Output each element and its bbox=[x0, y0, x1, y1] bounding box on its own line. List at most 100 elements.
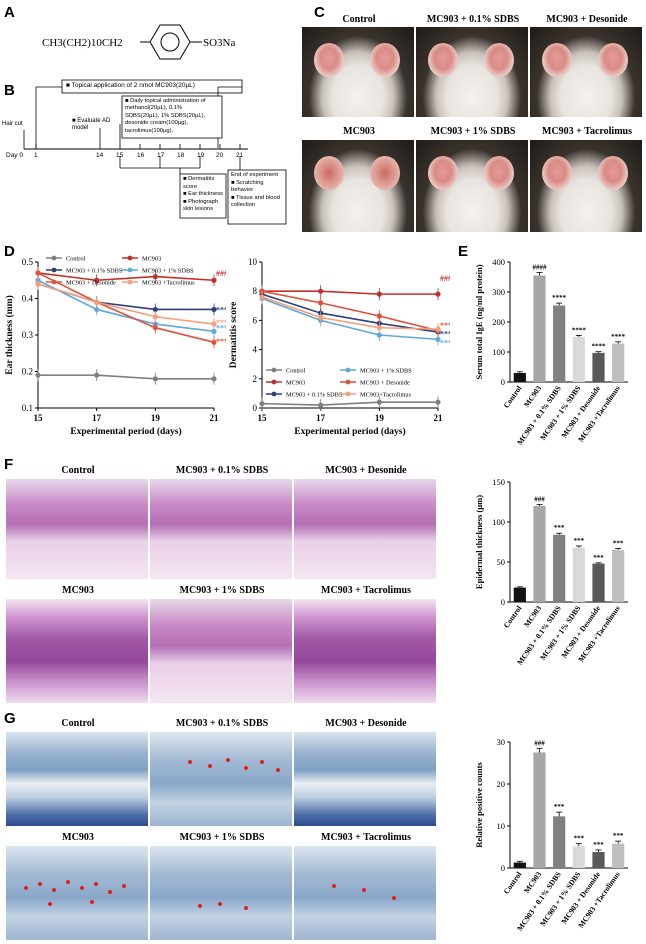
he-micrograph bbox=[294, 479, 436, 579]
data-point bbox=[318, 288, 324, 294]
data-point bbox=[318, 314, 324, 321]
evaluate-label: ■ Evaluate AD model bbox=[72, 118, 111, 131]
y-axis-label: Serum total IgE (ng/ml protein) bbox=[474, 264, 484, 379]
histology-title: Control bbox=[61, 718, 95, 729]
histology-title: MC903 + 0.1% SDBS bbox=[175, 718, 269, 729]
data-point bbox=[152, 325, 158, 331]
mouse-photo bbox=[302, 27, 414, 117]
legend-marker bbox=[51, 267, 57, 273]
y-tick-label: 0.5 bbox=[22, 257, 34, 267]
y-tick-label: 30 bbox=[497, 737, 506, 747]
x-tick-label: 21 bbox=[434, 413, 444, 423]
legend-label: MC903 + Desonide bbox=[360, 380, 410, 387]
legend-label: MC903 bbox=[142, 256, 161, 263]
y-tick-label: 100 bbox=[492, 517, 505, 527]
histology-title: MC903 + Tacrolimus bbox=[321, 585, 411, 596]
data-point bbox=[435, 326, 441, 332]
data-point bbox=[152, 274, 158, 280]
data-point bbox=[259, 401, 265, 407]
sulfonate-group: SO3Na bbox=[203, 37, 236, 49]
mouse-photo bbox=[302, 140, 414, 232]
data-point bbox=[376, 325, 382, 331]
panel-label-d: D bbox=[4, 243, 15, 260]
significance-mark: *** bbox=[554, 803, 565, 811]
significance-mark: *** bbox=[216, 318, 226, 327]
serum-ige-chart: 0 100 200 300 400 Serum total IgE (ng/ml prot… bbox=[474, 257, 628, 447]
significance-mark: **** bbox=[572, 327, 587, 335]
data-point bbox=[376, 291, 382, 297]
timeline-day-labels: Day 0 1 14 15 16 17 18 19 20 21 bbox=[6, 152, 244, 159]
y-tick-label: 0.4 bbox=[22, 294, 34, 304]
data-point bbox=[211, 339, 217, 345]
tb-micrograph bbox=[294, 732, 436, 826]
significance-mark: *** bbox=[613, 832, 624, 840]
measures-text: ■ Dermatitis score ■ Ear thickness ■ Pho… bbox=[183, 176, 223, 212]
experiment-timeline: ■ Topical application of 2 nmol MC903(20… bbox=[0, 78, 312, 228]
mouse-photo bbox=[530, 140, 642, 232]
data-point bbox=[211, 321, 217, 327]
he-micrograph bbox=[6, 479, 148, 579]
significance-mark: *** bbox=[440, 338, 450, 347]
series-line bbox=[38, 374, 214, 380]
significance-mark: **** bbox=[611, 333, 626, 341]
histology-title: MC903 + 1% SDBS bbox=[179, 585, 265, 596]
legend-label: MC903 +Tacrolimus bbox=[142, 280, 195, 287]
y-tick-label: 10 bbox=[497, 821, 506, 831]
significance-mark: *** bbox=[593, 841, 604, 849]
data-point bbox=[435, 291, 441, 297]
x-tick-label: 17 bbox=[92, 413, 102, 423]
legend-marker bbox=[51, 279, 57, 285]
bar bbox=[592, 563, 605, 602]
mouse-photo bbox=[416, 27, 528, 117]
bar bbox=[553, 305, 566, 382]
bar bbox=[592, 352, 605, 382]
legend-label: Control bbox=[66, 256, 85, 263]
x-tick-label: 17 bbox=[316, 413, 326, 423]
legend-marker bbox=[271, 379, 277, 385]
legend-marker bbox=[127, 267, 133, 273]
data-point bbox=[94, 277, 100, 283]
data-point bbox=[318, 300, 324, 306]
photo-title: Control bbox=[342, 14, 376, 25]
data-point bbox=[152, 314, 158, 320]
significance-mark: *** bbox=[440, 330, 450, 339]
toluidine-histology-grid: Control MC903 + 0.1% SDBS MC903 + Desoni… bbox=[6, 718, 440, 942]
histology-title: MC903 + Desonide bbox=[325, 465, 407, 476]
data-point bbox=[435, 336, 441, 342]
y-tick-label: 0 bbox=[501, 597, 505, 607]
y-tick-label: 400 bbox=[492, 257, 505, 267]
he-micrograph bbox=[150, 599, 292, 703]
bar bbox=[612, 843, 625, 868]
topical-text: ■ Topical application of 2 nmol MC903(20… bbox=[66, 82, 195, 89]
data-point bbox=[211, 306, 217, 313]
histology-title: MC903 + Tacrolimus bbox=[321, 832, 411, 843]
panel-label-f: F bbox=[4, 456, 14, 473]
end-text: End of experiment ■ Scratching behavior … bbox=[231, 172, 280, 208]
formula-alkyl: CH3(CH2)10CH2 bbox=[42, 37, 123, 49]
x-tick-label: 15 bbox=[258, 413, 268, 423]
tb-micrograph bbox=[150, 732, 292, 826]
ear-thickness-chart: 0.1 0.2 0.3 0.4 0.5 15 17 19 21 Experimental peri… bbox=[4, 256, 226, 438]
data-point bbox=[35, 270, 41, 276]
daily-admin-text: ■ Daily topical administration of methan… bbox=[125, 98, 206, 134]
category-label: Control bbox=[502, 384, 524, 410]
data-point bbox=[211, 277, 217, 283]
legend-label: MC903 + Desonide bbox=[66, 280, 116, 287]
significance-mark: *** bbox=[216, 337, 226, 346]
legend-label: MC903 bbox=[286, 380, 305, 387]
significance-mark: *** bbox=[574, 537, 585, 545]
significance-mark: **** bbox=[552, 294, 567, 302]
bar bbox=[533, 275, 546, 382]
legend-marker bbox=[345, 367, 351, 373]
legend-marker bbox=[271, 367, 277, 373]
he-micrograph bbox=[6, 599, 148, 703]
tb-micrograph bbox=[6, 732, 148, 826]
data-point bbox=[259, 294, 265, 300]
mast-cell-count-chart: 0 10 20 30 Relative positive counts Control ##… bbox=[474, 737, 628, 933]
y-tick-label: 8 bbox=[253, 286, 258, 296]
x-tick-label: 21 bbox=[210, 413, 220, 423]
legend-label: MC903 + 1% SDBS bbox=[360, 368, 412, 375]
y-tick-label: 2 bbox=[253, 374, 258, 384]
histology-title: MC903 + 1% SDBS bbox=[179, 832, 265, 843]
he-micrograph bbox=[294, 599, 436, 703]
